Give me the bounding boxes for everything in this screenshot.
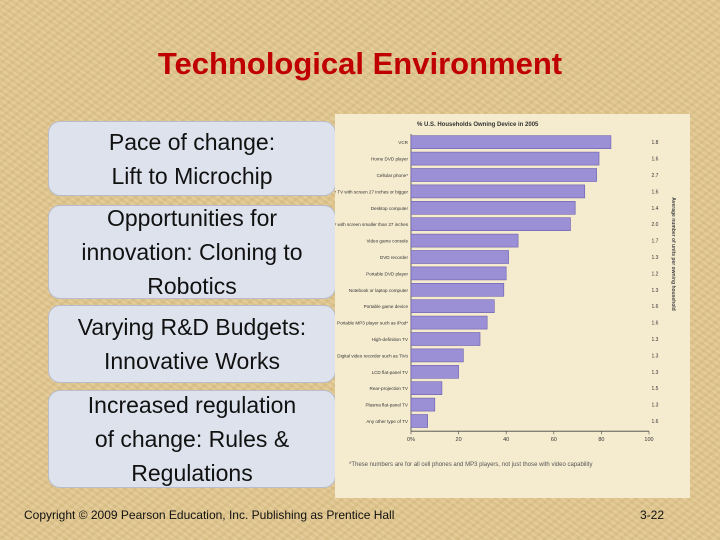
category-label: Any other type of TV (366, 419, 409, 424)
category-label: Notebook or laptop computer (349, 288, 409, 293)
page-number: 3-22 (639, 508, 664, 522)
units-label: 1.8 (652, 140, 659, 146)
right-axis-label: Average number of units per owning house… (670, 197, 676, 310)
bar (410, 233, 519, 248)
bar (410, 414, 428, 428)
units-label: 1.3 (652, 337, 659, 343)
bar (410, 266, 507, 281)
category-label: Desktop computer (371, 206, 409, 211)
bar (410, 168, 597, 182)
bar (410, 217, 571, 231)
x-tick-label: 60 (551, 437, 557, 443)
units-label: 2.7 (652, 173, 659, 179)
bar (410, 135, 612, 150)
category-label: VCR (398, 140, 408, 145)
bar (410, 184, 586, 199)
category-label: Rear-projection TV (370, 386, 409, 391)
copyright-text: Copyright © 2009 Pearson Education, Inc.… (24, 508, 395, 522)
bullet-text: Opportunities for innovation: Cloning to… (81, 205, 303, 299)
units-label: 1.6 (652, 419, 659, 425)
bullet-text: Varying R&D Budgets: Innovative Works (77, 314, 307, 374)
units-label: 1.3 (652, 353, 659, 359)
bullet-box-opportunities: Opportunities for innovation: Cloning to… (48, 205, 336, 299)
units-label: 1.6 (652, 157, 659, 163)
x-tick-label: 20 (456, 437, 462, 443)
category-label: Video game console (366, 239, 408, 244)
chart-footnote: *These numbers are for all cell phones a… (349, 462, 593, 468)
units-label: 1.3 (652, 288, 659, 294)
slide-title: Technological Environment (157, 46, 563, 81)
bullet-box-rd-budgets: Varying R&D Budgets: Innovative Works (48, 305, 336, 383)
x-tick-label: 80 (598, 437, 604, 443)
x-tick-label: 100 (644, 437, 653, 443)
units-label: 1.3 (652, 403, 659, 409)
bar (410, 365, 459, 379)
category-label: Color TV with screen smaller than 27 inc… (335, 222, 409, 227)
bullet-text: Increased regulation of change: Rules & … (87, 392, 297, 486)
x-tick-label: 40 (503, 437, 509, 443)
bar (410, 315, 488, 330)
category-label: Cellular phone* (377, 173, 409, 178)
bar (410, 397, 436, 412)
category-label: Portable MP3 player such as iPod* (337, 321, 408, 326)
units-label: 1.6 (652, 304, 659, 310)
chart-title: % U.S. Households Owning Device in 2005 (417, 122, 539, 128)
category-label: Digital video recorder such as TiVo (337, 353, 408, 358)
bar (410, 201, 576, 215)
bar-chart: VCR 1.8 Home DVD player 1.6 Cellular phone* 2… (335, 134, 676, 443)
bar (410, 283, 505, 297)
bullet-box-pace-of-change: Pace of change: Lift to Microchip (48, 121, 336, 196)
units-label: 1.6 (652, 321, 659, 327)
units-label: 1.4 (652, 206, 659, 212)
category-label: Plasma flat-panel TV (365, 403, 408, 408)
units-label: 1.6 (652, 189, 659, 195)
category-label: Portable DVD player (366, 271, 408, 276)
bar (410, 381, 443, 396)
x-tick-label: 0% (407, 437, 415, 443)
units-label: 2.0 (652, 222, 659, 228)
bar (410, 332, 481, 346)
bar (410, 250, 509, 264)
category-label: Portable game device (364, 304, 409, 309)
bar (410, 151, 600, 166)
units-label: 1.7 (652, 239, 659, 245)
category-label: DVD recorder (380, 255, 409, 260)
category-label: Color TV with screen 27 inches or bigger (335, 189, 408, 194)
bar (410, 348, 464, 363)
category-label: High-definition TV (372, 337, 409, 342)
bar (410, 299, 495, 313)
units-label: 1.2 (652, 271, 659, 277)
category-label: Home DVD player (371, 157, 408, 162)
units-label: 1.3 (652, 370, 659, 376)
bullet-box-regulation: Increased regulation of change: Rules & … (48, 390, 336, 488)
chart-panel: VCR 1.8 Home DVD player 1.6 Cellular phone* 2… (335, 114, 690, 498)
units-label: 1.5 (652, 386, 659, 392)
bullet-text: Pace of change: Lift to Microchip (108, 128, 276, 189)
category-label: LCD flat-panel TV (372, 370, 409, 375)
units-label: 1.3 (652, 255, 659, 261)
